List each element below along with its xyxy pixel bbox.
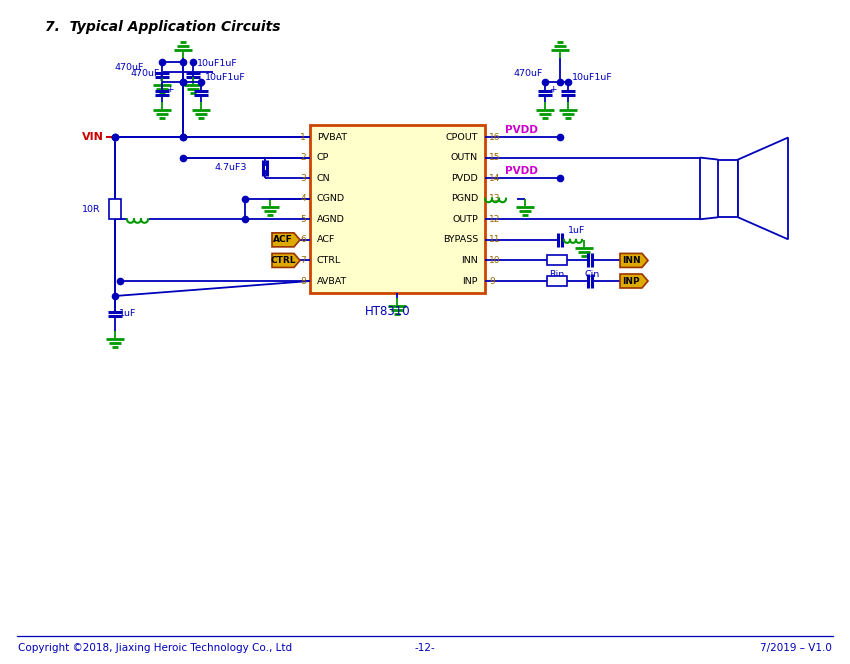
- Text: 2: 2: [300, 153, 306, 162]
- Bar: [310, 125, 485, 293]
- Text: 1uF: 1uF: [568, 226, 586, 235]
- Text: -12-: -12-: [415, 643, 435, 653]
- Text: 4: 4: [300, 194, 306, 203]
- Bar: [547, 256, 567, 266]
- Text: INN: INN: [462, 256, 478, 265]
- Text: 1uF: 1uF: [119, 309, 136, 319]
- Bar: [547, 276, 567, 286]
- Text: CP: CP: [317, 153, 329, 162]
- Text: CPOUT: CPOUT: [445, 133, 478, 141]
- Text: 10uF1uF: 10uF1uF: [572, 74, 613, 82]
- Text: 15: 15: [489, 153, 501, 162]
- Text: 10uF1uF: 10uF1uF: [197, 58, 238, 68]
- Text: INP: INP: [622, 276, 640, 286]
- Text: AGND: AGND: [317, 214, 345, 224]
- Text: Copyright ©2018, Jiaxing Heroic Technology Co., Ltd: Copyright ©2018, Jiaxing Heroic Technolo…: [18, 643, 292, 653]
- Text: BYPASS: BYPASS: [443, 235, 478, 244]
- Text: INP: INP: [462, 276, 478, 286]
- Text: PVDD: PVDD: [505, 166, 538, 176]
- Text: 14: 14: [489, 174, 501, 183]
- Polygon shape: [620, 274, 648, 288]
- Text: INN: INN: [621, 256, 640, 265]
- Bar: [718, 159, 738, 217]
- Text: CGND: CGND: [317, 194, 345, 203]
- Text: AVBAT: AVBAT: [317, 276, 348, 286]
- Text: PVDD: PVDD: [451, 174, 478, 183]
- Text: 1: 1: [300, 133, 306, 141]
- Text: CN: CN: [317, 174, 331, 183]
- Text: PVDD: PVDD: [505, 125, 538, 135]
- Text: 470uF: 470uF: [115, 62, 144, 72]
- Text: PGND: PGND: [450, 194, 478, 203]
- Polygon shape: [620, 254, 648, 268]
- Text: Cin: Cin: [584, 270, 599, 280]
- Polygon shape: [738, 137, 788, 239]
- Polygon shape: [272, 254, 300, 268]
- Text: +: +: [156, 73, 164, 83]
- Text: ACF: ACF: [273, 235, 293, 244]
- Text: VIN: VIN: [82, 132, 104, 142]
- Text: ACF: ACF: [317, 235, 336, 244]
- Polygon shape: [272, 233, 300, 247]
- Text: 470uF: 470uF: [513, 70, 543, 78]
- Text: 10: 10: [489, 256, 501, 265]
- Text: 3: 3: [300, 174, 306, 183]
- Text: HT8310: HT8310: [365, 305, 411, 318]
- Text: 16: 16: [489, 133, 501, 141]
- Text: CTRL: CTRL: [317, 256, 341, 265]
- Text: OUTN: OUTN: [450, 153, 478, 162]
- Text: 6: 6: [300, 235, 306, 244]
- Text: 9: 9: [489, 276, 495, 286]
- Text: 5: 5: [300, 214, 306, 224]
- Text: 7.  Typical Application Circuits: 7. Typical Application Circuits: [45, 20, 280, 34]
- Text: 7: 7: [300, 256, 306, 265]
- Text: PVBAT: PVBAT: [317, 133, 347, 141]
- Text: 8: 8: [300, 276, 306, 286]
- Text: CTRL: CTRL: [270, 256, 296, 265]
- Text: 13: 13: [489, 194, 501, 203]
- Text: 10uF1uF: 10uF1uF: [205, 74, 246, 82]
- Text: 12: 12: [489, 214, 501, 224]
- Text: 470uF: 470uF: [131, 70, 160, 78]
- Text: +: +: [166, 86, 173, 94]
- Text: 7/2019 – V1.0: 7/2019 – V1.0: [760, 643, 832, 653]
- Text: 11: 11: [489, 235, 501, 244]
- Text: Rin: Rin: [549, 270, 564, 280]
- Bar: [109, 199, 121, 219]
- Text: 10R: 10R: [82, 205, 101, 214]
- Text: +: +: [549, 86, 557, 94]
- Text: 4.7uF3: 4.7uF3: [214, 163, 247, 173]
- Text: OUTP: OUTP: [452, 214, 478, 224]
